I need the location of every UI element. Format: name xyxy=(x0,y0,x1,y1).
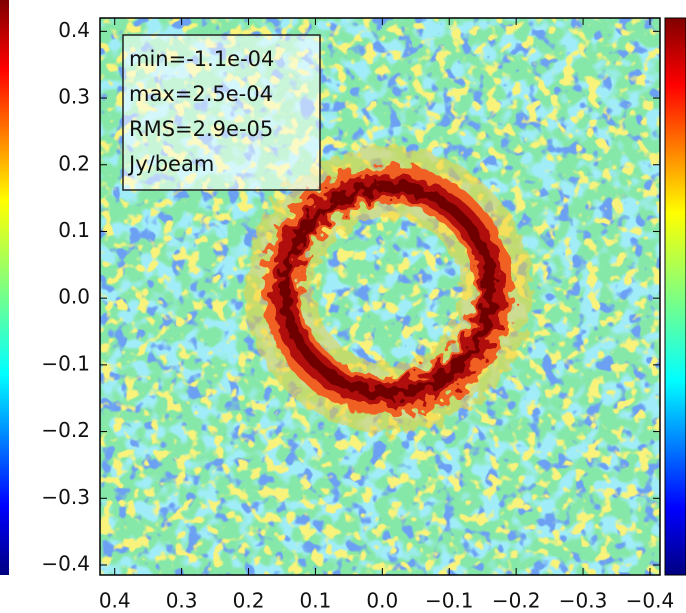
annotation-box xyxy=(122,34,321,191)
x-tick-label: 0.4 xyxy=(99,589,131,613)
x-tick-label: −0.3 xyxy=(559,589,608,613)
annotation: min=-1.1e-04 xyxy=(129,47,274,71)
y-tick-label: 0.1 xyxy=(58,218,90,242)
y-tick-label: −0.1 xyxy=(41,351,90,375)
colorbar-left xyxy=(0,0,9,575)
x-tick-label: 0.0 xyxy=(366,589,398,613)
annotation: max=2.5e-04 xyxy=(129,82,273,106)
image xyxy=(100,18,660,575)
y-tick-label: −0.3 xyxy=(41,485,90,509)
annotation: Jy/beam xyxy=(127,152,214,176)
annotation: RMS=2.9e-05 xyxy=(129,117,273,141)
x-tick-label: 0.2 xyxy=(233,589,265,613)
x-tick-label: −0.1 xyxy=(425,589,474,613)
colorbar-right xyxy=(664,17,686,576)
x-tick-label: 0.3 xyxy=(166,589,198,613)
x-tick-label: −0.4 xyxy=(626,589,675,613)
y-tick-label: 0.4 xyxy=(58,18,90,42)
x-tick-label: 0.1 xyxy=(300,589,332,613)
y-tick-label: −0.2 xyxy=(41,418,90,442)
plot-frame xyxy=(99,17,661,576)
y-tick-label: 0.3 xyxy=(58,85,90,109)
y-tick-label: 0.2 xyxy=(58,151,90,175)
x-tick-label: −0.2 xyxy=(492,589,541,613)
y-tick-label: 0.0 xyxy=(58,285,90,309)
y-tick-label: −0.4 xyxy=(41,551,90,575)
